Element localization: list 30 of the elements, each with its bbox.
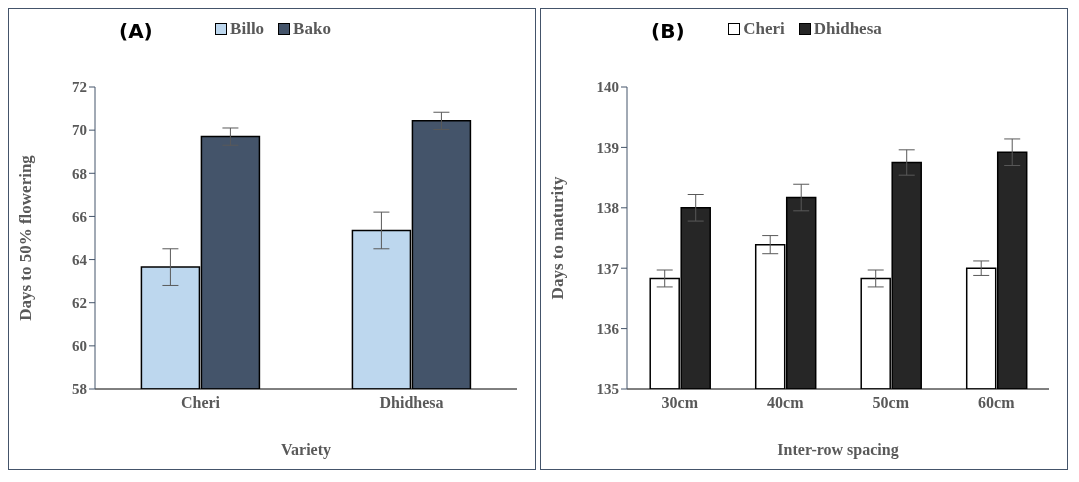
x-axis-title: Inter-row spacing [777,441,899,459]
y-tick-label: 58 [72,381,87,398]
y-tick-label: 62 [72,295,87,312]
y-tick-label: 68 [72,165,87,182]
y-tick-label: 70 [72,122,87,139]
y-tick-label: 137 [596,260,620,277]
legend-label: Dhidhesa [813,19,882,39]
legend-label: Cheri [743,19,785,39]
x-tick-label: Dhidhesa [379,394,444,412]
x-tick-label: 60cm [978,394,1016,412]
y-tick-label: 64 [72,251,88,268]
y-tick-label: 60 [72,338,87,355]
x-axis-title: Variety [280,441,332,459]
y-tick-label: 139 [596,139,619,156]
y-tick-label: 136 [596,320,620,337]
y-tick-label: 72 [72,79,87,96]
chart-title: (B) [651,19,685,43]
y-tick-label: 135 [596,381,619,398]
legend-label: Bako [293,19,331,39]
x-tick-label: 50cm [872,394,910,412]
y-tick-label: 140 [596,79,619,96]
x-tick-label: 40cm [767,394,805,412]
y-axis-title: Days to 50% flowering [16,154,36,321]
y-tick-label: 66 [72,208,88,225]
legend-label: Billo [230,19,265,39]
y-tick-label: 138 [596,200,619,217]
y-axis-title: Days to maturity [548,176,568,300]
x-tick-label: 30cm [661,394,699,412]
x-tick-label: Cheri [180,394,221,412]
chart-title: (A) [119,19,153,43]
